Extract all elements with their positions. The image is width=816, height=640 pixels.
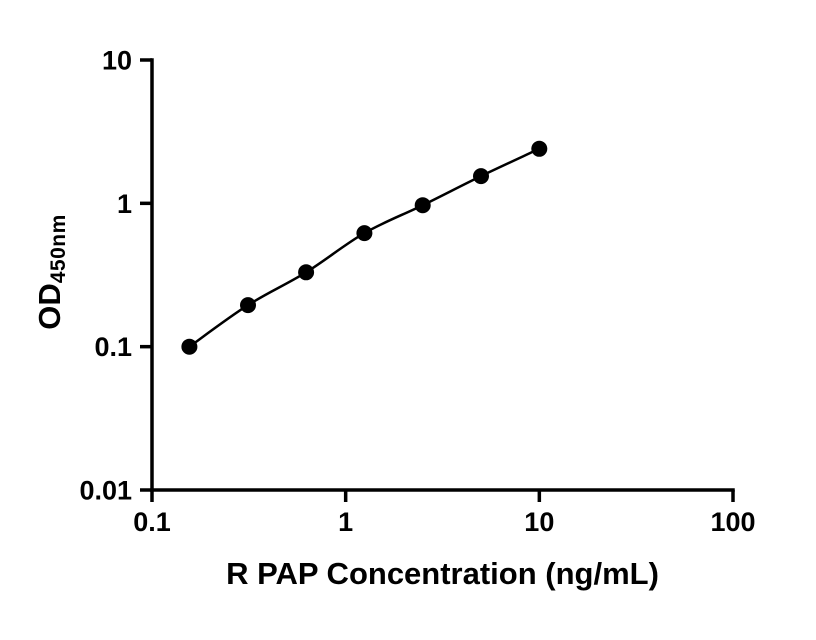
x-tick-label: 10 bbox=[524, 507, 554, 537]
x-tick-label: 100 bbox=[710, 507, 755, 537]
x-tick-label: 1 bbox=[338, 507, 353, 537]
data-point bbox=[240, 297, 256, 314]
y-tick-label: 1 bbox=[117, 189, 132, 219]
y-tick-label: 0.1 bbox=[94, 332, 132, 362]
x-axis-title: R PAP Concentration (ng/mL) bbox=[226, 556, 659, 591]
data-point bbox=[181, 338, 198, 355]
y-axis-title-main: OD bbox=[32, 283, 67, 330]
data-point bbox=[356, 225, 373, 242]
y-tick-label: 10 bbox=[102, 46, 132, 76]
y-axis-title-subscript: 450nm bbox=[47, 214, 70, 284]
y-axis-title: OD450nm bbox=[32, 214, 70, 330]
data-point bbox=[414, 197, 431, 214]
data-point bbox=[298, 264, 315, 281]
data-point bbox=[531, 140, 548, 157]
y-tick-label: 0.01 bbox=[79, 476, 132, 506]
data-point bbox=[473, 168, 489, 185]
x-tick-label: 0.1 bbox=[133, 507, 171, 537]
